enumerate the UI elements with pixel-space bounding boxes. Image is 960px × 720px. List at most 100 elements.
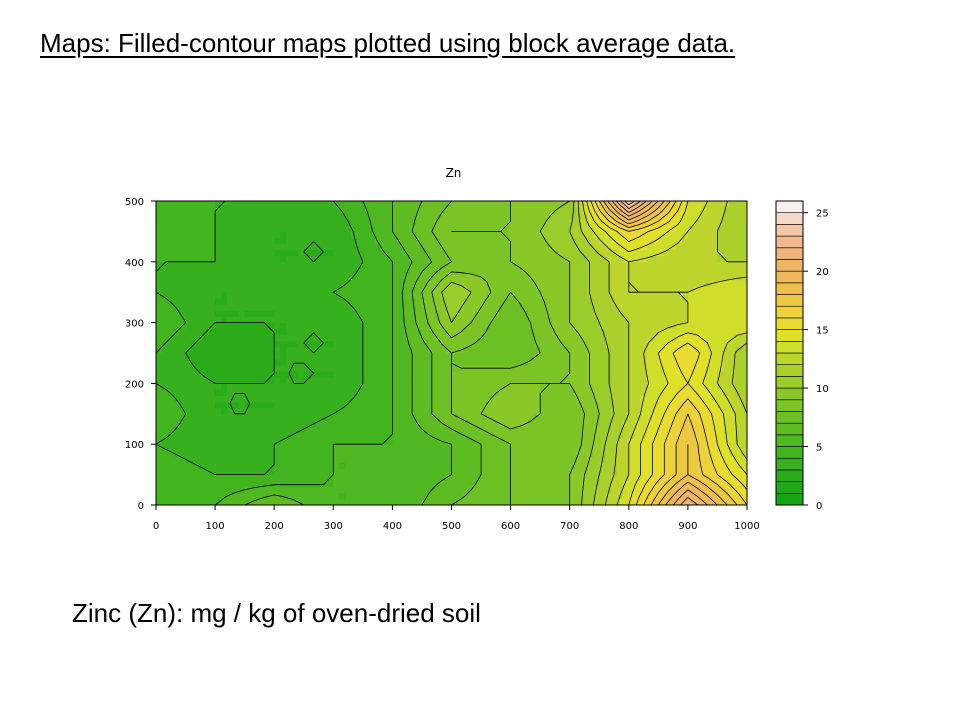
contour-cell [670, 432, 677, 439]
contour-cell [593, 286, 600, 293]
contour-cell [173, 450, 181, 457]
contour-cell [167, 438, 175, 445]
contour-cell [297, 395, 305, 403]
contour-cell [315, 322, 322, 330]
contour-cell [593, 468, 600, 475]
contour-cell [161, 298, 169, 305]
contour-cell [345, 340, 352, 348]
contour-cell [522, 444, 529, 451]
contour-cell [321, 450, 328, 457]
contour-cell [351, 462, 358, 469]
contour-cell [262, 450, 269, 457]
contour-cell [540, 249, 547, 257]
contour-cell [546, 377, 553, 384]
contour-cell [368, 219, 376, 226]
contour-cell [652, 328, 659, 336]
contour-cell [339, 286, 346, 293]
contour-cell [410, 383, 417, 390]
contour-cell [167, 383, 175, 390]
contour-cell [303, 432, 311, 439]
contour-cell [433, 389, 441, 396]
contour-cell [339, 468, 346, 475]
contour-cell [741, 401, 748, 409]
contour-cell [215, 371, 222, 378]
contour-cell [167, 480, 175, 488]
contour-cell [209, 249, 216, 257]
contour-cell [540, 432, 547, 439]
contour-cell [209, 413, 216, 421]
contour-cell [534, 286, 541, 293]
contour-cell [741, 456, 748, 463]
contour-cell [563, 249, 571, 257]
contour-cell [611, 316, 618, 323]
contour-cell [534, 292, 541, 299]
contour-cell [723, 407, 730, 415]
contour-cell [161, 480, 169, 488]
contour-cell [546, 334, 553, 342]
contour-cell [197, 298, 204, 305]
contour-cell [256, 450, 263, 457]
contour-cell [167, 237, 175, 244]
contour-cell [687, 322, 695, 330]
contour-cell [646, 225, 653, 232]
contour-cell [705, 316, 712, 323]
contour-cell [345, 407, 352, 415]
contour-cell [268, 207, 275, 214]
contour-cell [404, 292, 411, 299]
contour-cell [445, 292, 452, 299]
contour-cell [469, 377, 476, 384]
contour-cell [274, 316, 281, 323]
contour-cell [575, 389, 582, 396]
contour-cell [286, 280, 293, 287]
contour-cell [581, 201, 588, 208]
contour-cell [605, 353, 612, 360]
contour-cell [540, 225, 547, 232]
contour-cell [398, 432, 405, 439]
contour-cell [427, 389, 435, 396]
contour-cell [510, 377, 517, 384]
contour-cell [605, 365, 612, 372]
contour-cell [286, 255, 293, 263]
contour-cell [404, 450, 411, 457]
contour-cell [374, 383, 381, 390]
contour-cell [161, 377, 169, 384]
contour-cell [339, 419, 346, 427]
contour-cell [475, 395, 482, 403]
contour-cell [687, 334, 695, 342]
contour-cell [711, 413, 718, 421]
contour-cell [427, 492, 435, 500]
contour-cell [280, 304, 287, 311]
contour-cell [463, 462, 470, 469]
contour-cell [693, 219, 701, 226]
contour-cell [244, 395, 251, 403]
contour-cell [741, 340, 748, 348]
contour-cell [575, 486, 582, 494]
contour-cell [179, 273, 186, 281]
contour-cell [374, 292, 381, 299]
contour-cell [599, 340, 606, 348]
contour-cell [345, 425, 352, 433]
contour-cell [185, 280, 192, 287]
contour-cell [557, 231, 565, 238]
contour-cell [628, 480, 636, 488]
contour-cell [516, 316, 523, 323]
contour-cell [693, 462, 701, 469]
contour-cell [741, 359, 748, 366]
contour-cell [291, 292, 299, 299]
contour-cell [563, 340, 571, 348]
contour-cell [628, 407, 636, 415]
contour-cell [469, 213, 476, 220]
contour-cell [528, 219, 535, 226]
contour-cell [161, 359, 169, 366]
contour-cell [250, 213, 257, 220]
contour-cell [386, 468, 393, 475]
contour-cell [486, 456, 494, 463]
contour-cell [303, 353, 311, 360]
contour-cell [451, 261, 458, 269]
contour-cell [481, 322, 488, 330]
contour-cell [386, 425, 393, 433]
contour-cell [173, 346, 181, 354]
contour-cell [244, 322, 251, 330]
contour-cell [191, 450, 198, 457]
contour-cell [729, 413, 736, 421]
